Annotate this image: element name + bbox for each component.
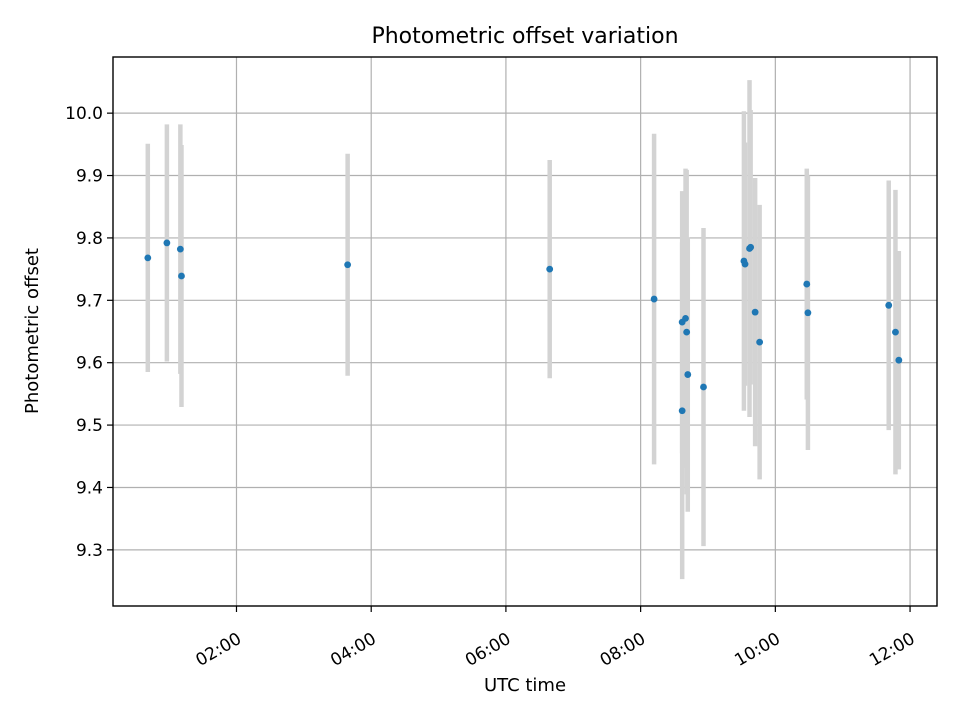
x-axis-label: UTC time [484,675,566,696]
y-tick-label: 9.9 [76,167,103,187]
grid-layer [113,57,937,606]
data-points [144,239,903,415]
y-tick-label: 9.8 [76,229,103,249]
data-point [678,407,686,415]
data-point [684,371,692,378]
data-point [546,265,554,273]
y-tick-label: 9.5 [76,416,103,436]
data-point [176,245,184,253]
plot-frame [112,56,938,607]
data-point [804,309,812,317]
data-point [650,295,658,303]
y-tick-label: 9.3 [76,541,103,561]
data-point [144,254,152,262]
data-point [885,301,893,309]
y-axis-label: Photometric offset [22,248,43,414]
y-tick-label: 9.7 [76,291,103,311]
data-point [756,338,764,346]
chart-title: Photometric offset variation [371,24,678,49]
data-point [163,239,171,247]
data-point [700,383,707,391]
y-tick-label: 9.6 [76,354,103,374]
y-tick-label: 9.4 [76,478,103,498]
data-point [892,328,899,336]
data-point [803,280,811,288]
data-point [344,261,352,269]
data-point [751,308,759,316]
data-point [741,260,749,268]
data-point [178,272,185,280]
data-point [895,356,903,364]
y-tick-label: 10.0 [65,104,103,124]
data-point [747,243,755,251]
data-point [683,328,691,336]
data-point [682,314,689,322]
